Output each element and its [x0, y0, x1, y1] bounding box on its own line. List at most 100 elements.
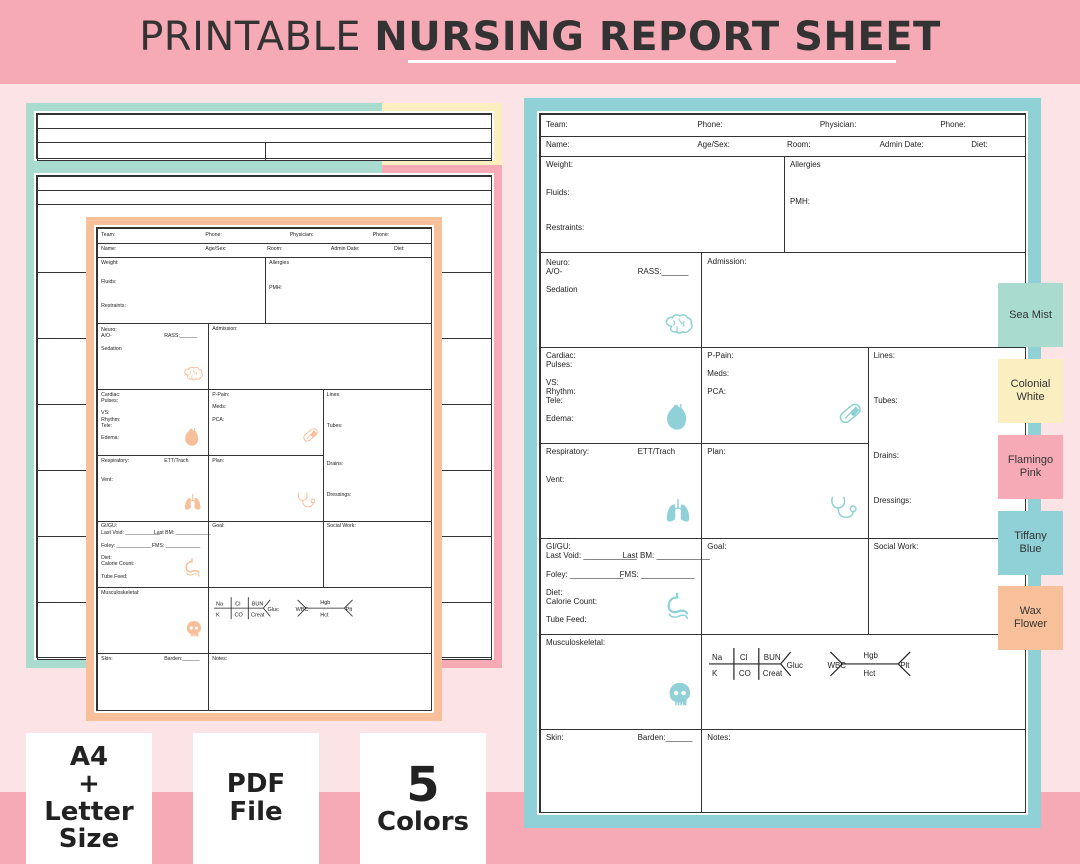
field-label-last-bm: Last BM: ____________ [622, 550, 710, 560]
badge-file: PDF File [193, 733, 319, 864]
field-label-tubes: Tubes: [873, 396, 898, 406]
cell-plan [208, 455, 324, 522]
badge-file-pdf: PDF [226, 769, 286, 800]
field-label-weight: Weight: [101, 259, 119, 266]
cell-allergies [265, 142, 492, 161]
cell-ppain [208, 389, 324, 457]
lab-fishbone-diagrams: Na Cl BUN K CO Creat Gluc WBC Hgb Hct Plt [213, 593, 365, 623]
field-label-drains: Drains: [326, 460, 344, 467]
field-label-skin: Skin: [545, 733, 564, 743]
cell-lines [322, 389, 432, 522]
row-header [37, 176, 492, 191]
badge-colors-number: 5 [406, 756, 440, 813]
field-label-last-bm: Last BM: ____________ [153, 529, 211, 536]
fishbone-k: K [216, 612, 220, 618]
field-label-room: Room: [267, 245, 283, 252]
row-name [97, 243, 432, 258]
fishbone-hct: Hct [320, 612, 329, 618]
field-label-last-void: Last Void: ____________ [545, 550, 637, 560]
field-label-age-sex: Age/Sex: [697, 139, 730, 149]
fishbone-hct: Hct [864, 669, 877, 678]
cell-goal [208, 520, 324, 588]
row-name [37, 190, 492, 205]
row-name [540, 135, 1026, 157]
field-label-phone: Phone: [697, 119, 723, 129]
cell-weight [37, 142, 267, 161]
swatch-label: Tiffany Blue [1014, 530, 1047, 555]
field-label-allergies: Allergies [789, 159, 821, 169]
field-label-cardiac: Cardiac: [545, 351, 576, 361]
fishbone-wbc: WBC [828, 661, 847, 670]
field-label-musculo: Musculoskeletal: [545, 637, 606, 647]
heart-icon [183, 426, 204, 447]
field-label-rass: RASS:______ [164, 333, 198, 340]
field-label-neuro: Neuro: [101, 327, 117, 334]
field-label-vs: VS: [545, 378, 559, 388]
field-label-pmh: PMH: [269, 285, 283, 292]
field-label-barden: Barden:______ [637, 733, 693, 743]
field-label-rhythm: Rhythm: [545, 387, 576, 397]
field-label-social-work: Social Work: [873, 541, 919, 551]
field-label-physician: Physician: [819, 119, 857, 129]
field-label-meds: Meds: [707, 369, 730, 379]
cell-goal [701, 537, 869, 635]
cell-ppain [701, 347, 869, 445]
cell-weight [97, 256, 267, 324]
field-label-gigu: GI/GU: [545, 541, 571, 551]
field-label-dressings: Dressings: [873, 495, 912, 505]
field-label-ppain: P-Pain: [212, 391, 230, 398]
fishbone-plt: Plt [901, 661, 911, 670]
field-label-pca: PCA: [212, 416, 225, 423]
field-label-restraints: Restraints: [101, 303, 126, 310]
badge-colors: 5 Colors [360, 733, 486, 864]
main-sheet-grid: Team: Phone: Physician: Phone: Name: Age/Sex:… [539, 113, 1026, 813]
field-label-sedation: Sedation [545, 284, 578, 294]
field-label-musculo: Musculoskeletal: [101, 589, 140, 596]
stethoscope-icon [295, 490, 316, 511]
field-label-goal: Goal: [212, 523, 225, 530]
title-underline [408, 60, 896, 63]
swatch-flamingo-pink: Flamingo Pink [998, 435, 1063, 499]
swatch-wax-flower: Wax Flower [998, 586, 1063, 650]
fishbone-bun: BUN [251, 601, 263, 607]
fishbone-co: CO [234, 612, 242, 618]
stethoscope-icon [827, 493, 857, 523]
row-header [37, 114, 492, 129]
field-label-vent: Vent: [545, 474, 565, 484]
cell-notes [208, 652, 432, 711]
back-sheet-grid-1 [36, 113, 492, 161]
field-label-gigu: GI/GU: [101, 523, 118, 530]
title-light: PRINTABLE [139, 14, 375, 60]
field-label-ao: A/O- [545, 266, 563, 276]
heart-icon [664, 401, 694, 431]
pill-capsule-icon [300, 425, 321, 446]
field-label-team: Team: [101, 232, 116, 239]
field-label-admission: Admission: [212, 326, 238, 333]
field-label-goal: Goal: [707, 541, 727, 551]
field-label-tele: Tele: [101, 422, 113, 429]
field-label-allergies: Allergies [269, 259, 290, 266]
swatch-label: Flamingo Pink [1007, 454, 1054, 479]
field-label-lines: Lines: [326, 391, 341, 398]
fishbone-co: CO [739, 669, 751, 678]
badge-size-letter: Letter [44, 796, 134, 827]
field-label-ett: ETT/Trach [164, 457, 189, 464]
field-label-tele: Tele: [545, 396, 563, 406]
lungs-icon [183, 492, 204, 513]
field-label-drains: Drains: [873, 451, 899, 461]
field-label-calorie: Calorie Count: [101, 561, 135, 568]
brain-icon [664, 313, 694, 343]
cell-notes [701, 729, 1026, 813]
field-label-sedation: Sedation [101, 345, 122, 352]
badge-size: A4 + Letter Size [26, 733, 152, 864]
field-label-rhythm: Rhythm: [101, 416, 121, 423]
stomach-intestine-icon [664, 591, 694, 621]
field-label-phone: Phone: [205, 232, 222, 239]
fishbone-na: Na [712, 653, 723, 662]
cell-social [322, 520, 432, 588]
field-label-team: Team: [545, 119, 568, 129]
field-label-social-work: Social Work: [326, 523, 356, 530]
field-label-diet2: Diet: [545, 587, 563, 597]
field-label-notes: Notes: [212, 655, 228, 662]
fishbone-k: K [712, 669, 718, 678]
